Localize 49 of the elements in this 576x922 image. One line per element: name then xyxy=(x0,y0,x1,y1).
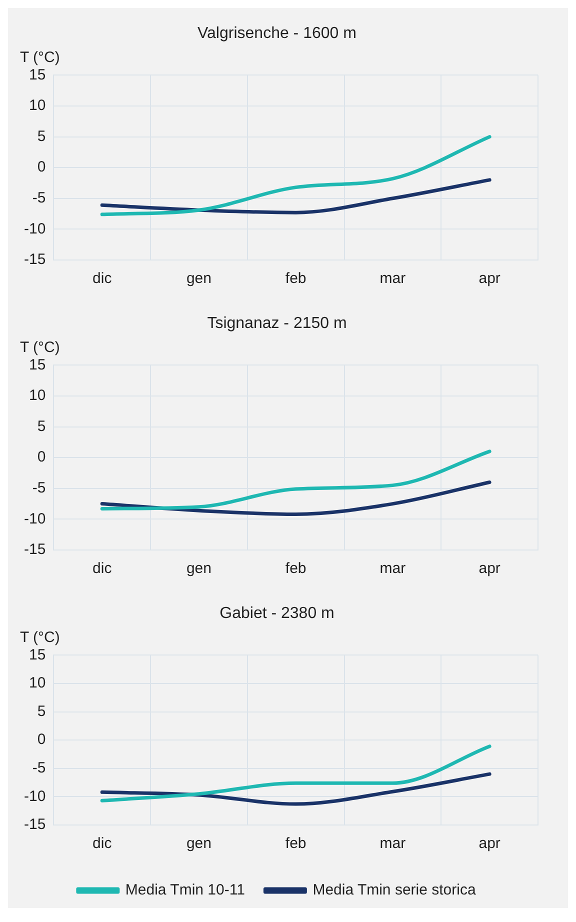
y-tick-label: 15 xyxy=(28,646,46,664)
legend-label: Media Tmin 10-11 xyxy=(125,882,245,899)
chart-title: Tsignanaz - 2150 m xyxy=(207,315,347,332)
y-tick-label: -15 xyxy=(24,816,46,834)
line-series xyxy=(100,135,492,216)
y-tick-label: -15 xyxy=(24,541,46,558)
x-tick-label: feb xyxy=(285,270,306,288)
y-tick-label: -5 xyxy=(32,760,46,777)
x-tick-label: gen xyxy=(186,560,212,578)
y-axis-title: T (°C) xyxy=(20,628,60,646)
y-tick-label: 0 xyxy=(37,158,46,176)
y-tick-label: 10 xyxy=(28,674,46,692)
y-tick-label: 10 xyxy=(28,97,46,114)
y-axis-title: T (°C) xyxy=(20,48,60,66)
x-tick-label: mar xyxy=(380,560,406,578)
line-series xyxy=(100,744,492,802)
y-tick-label: 5 xyxy=(37,418,46,435)
x-tick-label: dic xyxy=(92,560,112,578)
x-tick-label: feb xyxy=(285,560,306,578)
y-tick-label: 15 xyxy=(28,66,46,84)
x-tick-label: gen xyxy=(186,835,212,852)
x-tick-label: apr xyxy=(478,560,500,578)
line-series xyxy=(100,450,492,510)
y-tick-label: 15 xyxy=(28,356,46,374)
y-tick-label: -10 xyxy=(24,220,46,238)
y-tick-label: -15 xyxy=(24,251,46,268)
legend-label: Media Tmin serie storica xyxy=(312,882,476,899)
y-tick-label: 0 xyxy=(37,448,46,466)
y-tick-label: 5 xyxy=(37,128,46,145)
y-tick-label: -5 xyxy=(32,190,46,207)
x-tick-label: dic xyxy=(92,270,112,288)
x-tick-label: dic xyxy=(92,835,112,852)
y-tick-label: -5 xyxy=(32,480,46,497)
y-tick-label: -10 xyxy=(24,510,46,528)
x-tick-label: apr xyxy=(478,270,500,288)
y-tick-label: 5 xyxy=(37,702,46,720)
x-tick-label: mar xyxy=(380,835,406,852)
line-series xyxy=(100,772,492,806)
chart-title: Gabiet - 2380 m xyxy=(220,605,334,622)
y-tick-label: 10 xyxy=(28,387,46,404)
y-tick-label: 0 xyxy=(37,731,46,748)
x-tick-label: feb xyxy=(285,835,306,852)
x-tick-label: mar xyxy=(380,270,406,288)
line-series xyxy=(100,178,492,214)
chart-title: Valgrisenche - 1600 m xyxy=(198,25,356,42)
x-tick-label: gen xyxy=(186,270,212,288)
y-tick-label: -10 xyxy=(24,788,46,805)
x-tick-label: apr xyxy=(478,835,500,852)
y-axis-title: T (°C) xyxy=(20,338,60,356)
